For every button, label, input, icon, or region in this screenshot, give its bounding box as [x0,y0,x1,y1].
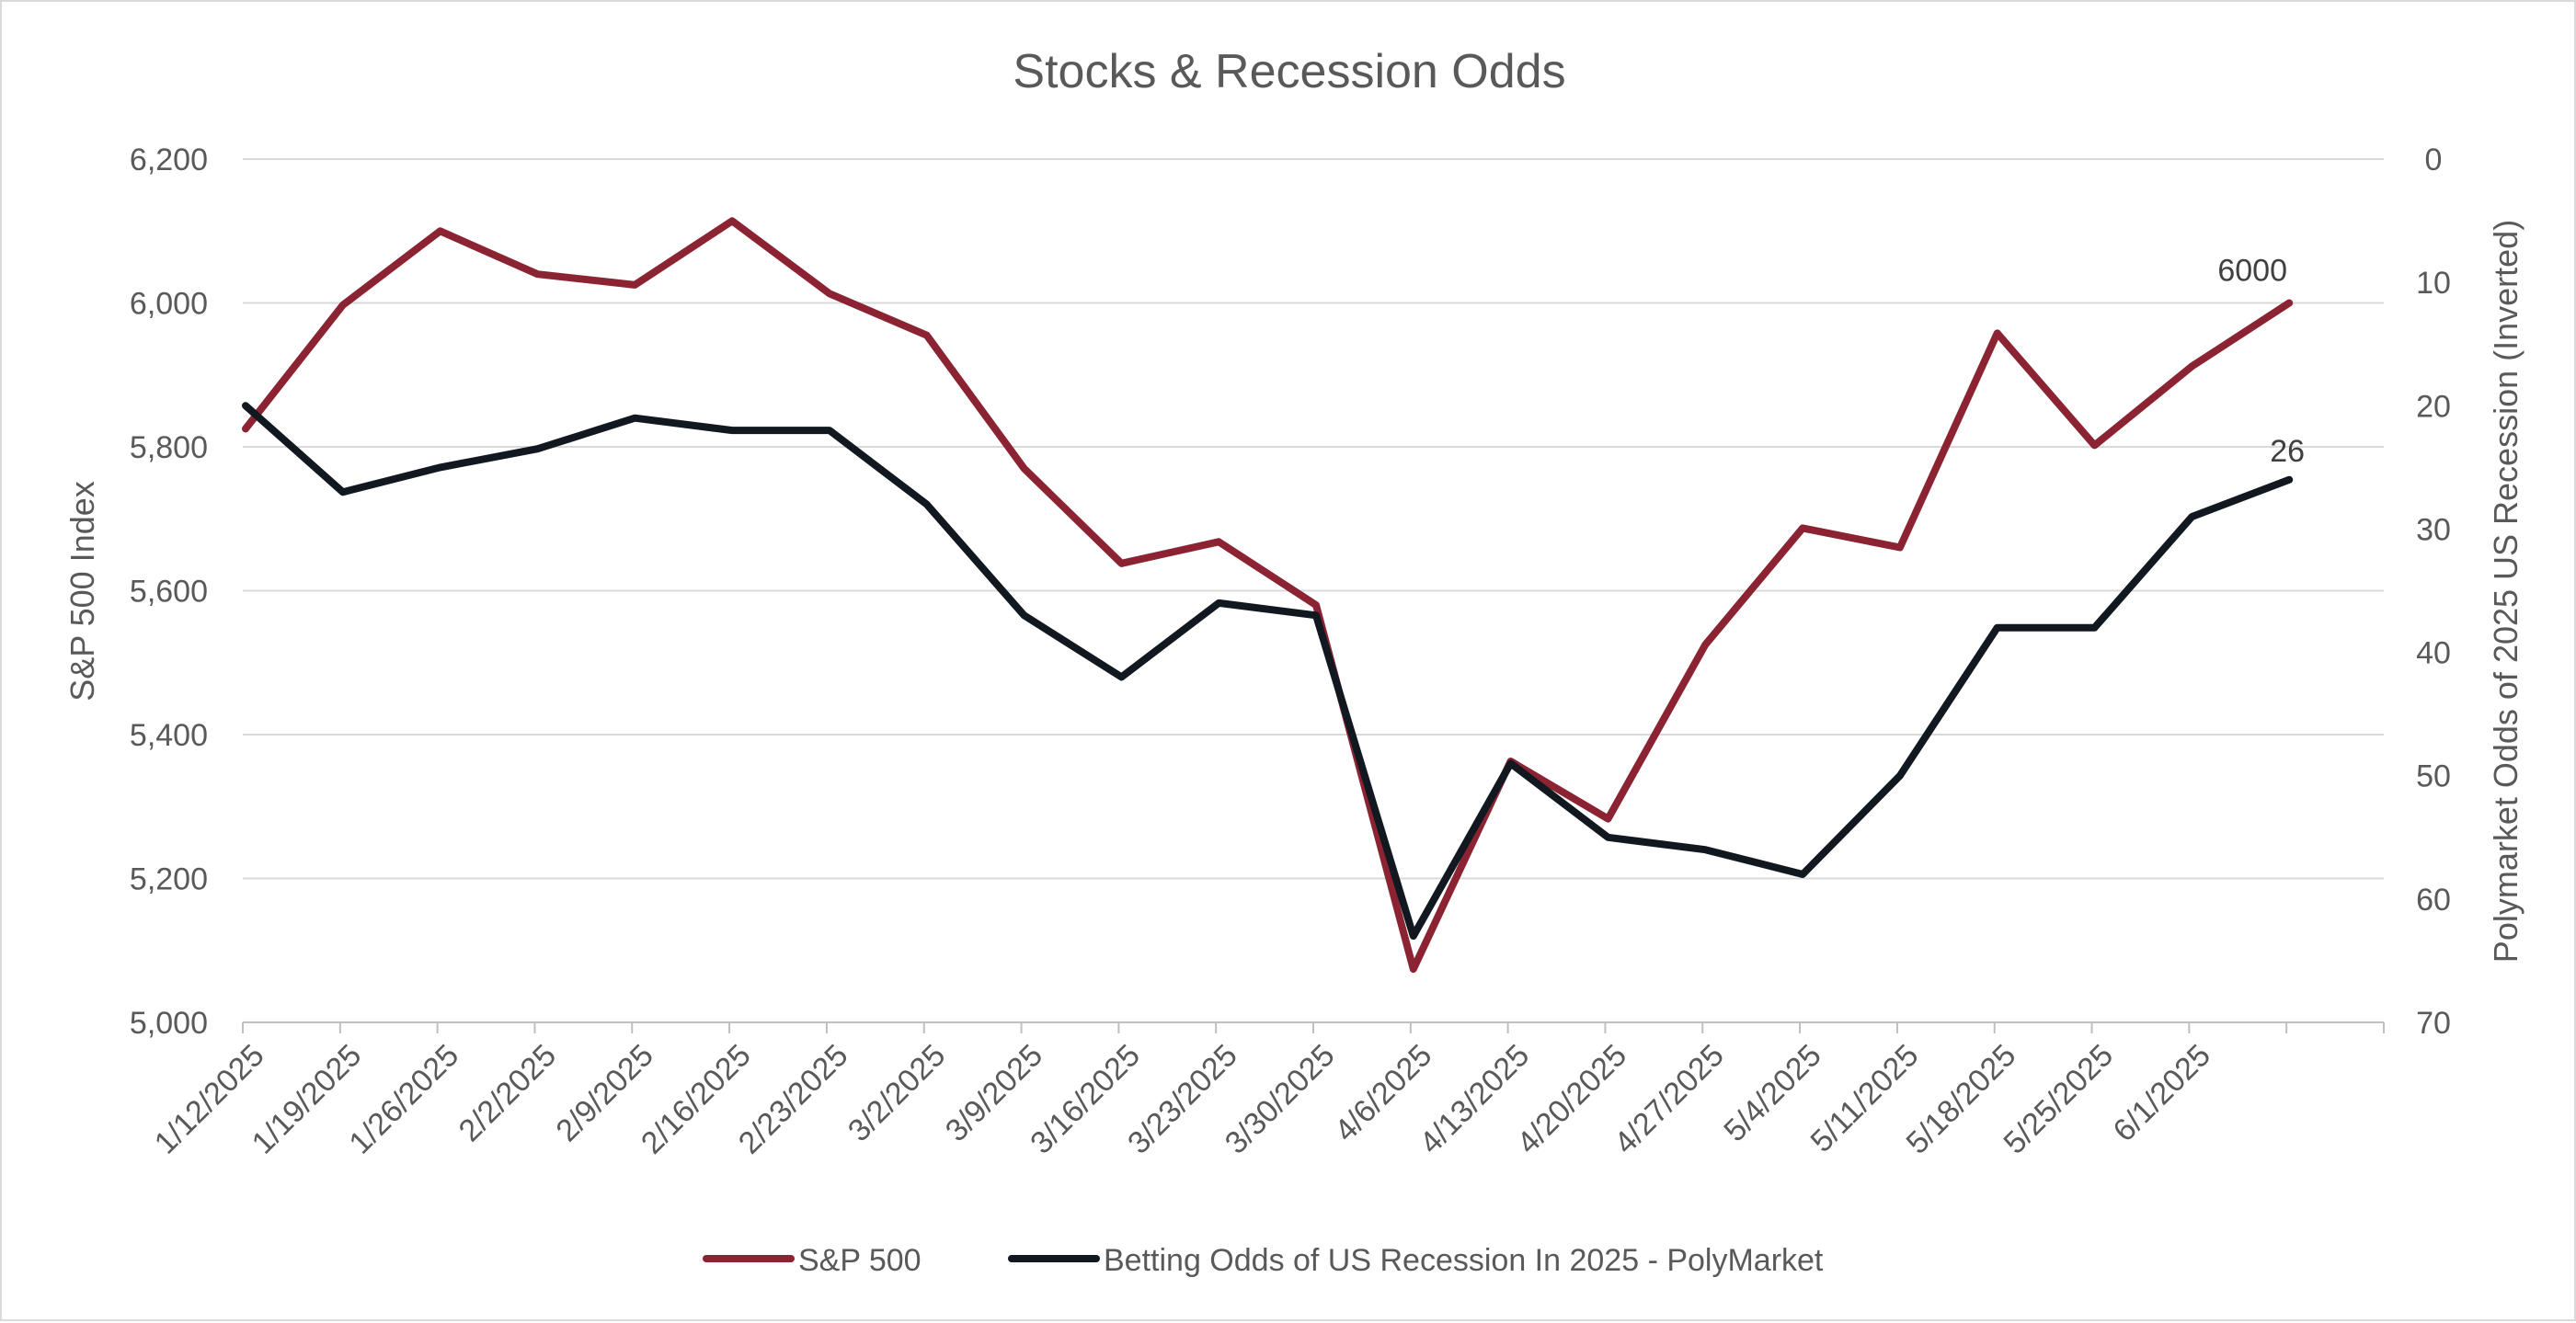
y-tick-label: 6,000 [130,287,208,322]
y2-tick-label: 20 [2416,389,2451,424]
y2-tick-label: 60 [2416,883,2451,918]
gridlines [243,158,2384,1023]
recession-odds-line [242,402,2294,941]
legend-label-recession-odds: Betting Odds of US Recession In 2025 - P… [1104,1243,1824,1278]
recession-odds-end-label: 26 [2270,434,2305,469]
y2-axis-title: Polymarket Odds of 2025 US Recession (In… [2487,220,2524,963]
y2-tick-label: 10 [2416,266,2451,301]
left-axis-ticks: 5,000 5,200 5,400 5,600 5,800 6,000 6,200 [130,143,208,1041]
y2-tick-label: 0 [2425,143,2443,177]
y-tick-label: 5,400 [130,718,208,753]
y-tick-label: 5,200 [130,862,208,897]
y2-tick-label: 40 [2416,636,2451,671]
x-axis: 1/12/20251/19/20251/26/20252/2/20252/9/2… [148,1021,2385,1161]
y-tick-label: 5,000 [130,1006,208,1041]
x-tick-label: 2/2/2025 [452,1038,563,1148]
sp500-line [242,217,2294,974]
x-tick-label: 3/2/2025 [841,1038,952,1148]
data-labels: 6000 26 [2217,254,2305,469]
x-tick-label: 6/1/2025 [2107,1038,2217,1148]
y-tick-label: 5,600 [130,575,208,610]
series-group [242,217,2294,974]
right-axis-ticks: 0 10 20 30 40 50 60 70 [2416,143,2451,1041]
legend-label-sp500: S&P 500 [798,1243,922,1278]
y2-tick-label: 50 [2416,759,2451,794]
y2-tick-label: 30 [2416,512,2451,547]
y2-tick-label: 70 [2416,1006,2451,1041]
y-tick-label: 5,800 [130,430,208,465]
legend: S&P 500 Betting Odds of US Recession In … [703,1243,1824,1278]
chart-title: Stocks & Recession Odds [1013,45,1565,98]
y-tick-label: 6,200 [130,143,208,177]
y-axis-title: S&P 500 Index [63,481,101,701]
sp500-end-label: 6000 [2217,254,2287,289]
